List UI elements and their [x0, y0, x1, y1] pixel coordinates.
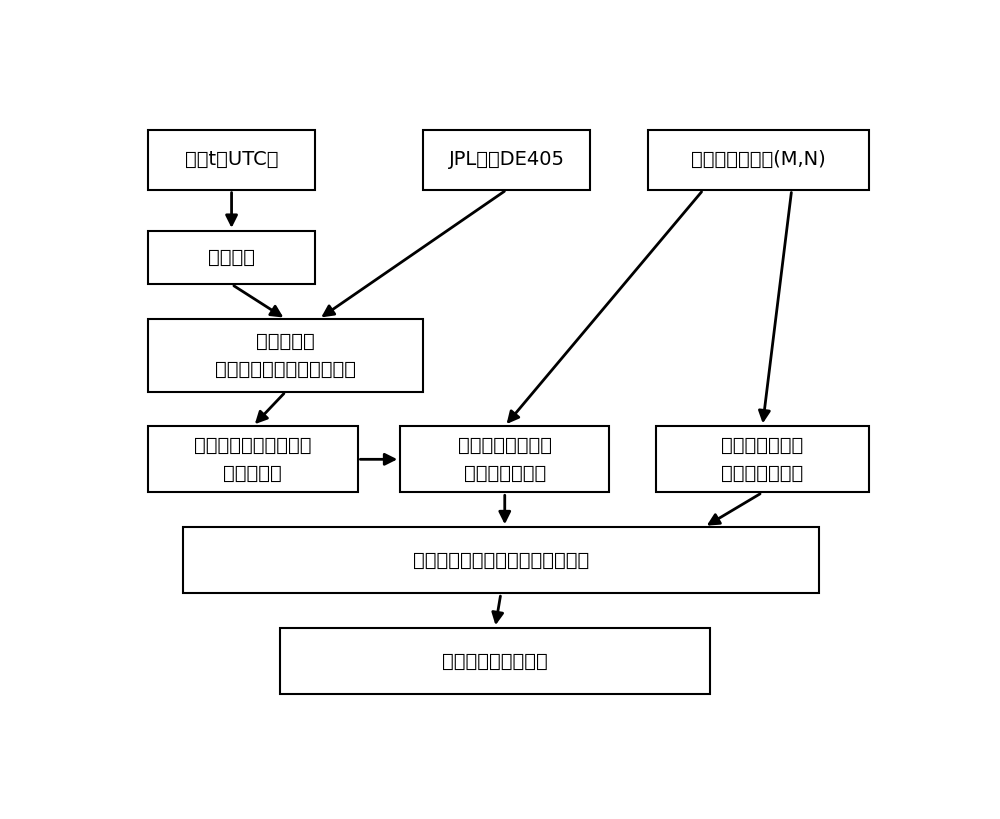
Bar: [148, 231, 315, 284]
Bar: [148, 426, 358, 492]
Bar: [656, 426, 869, 492]
Text: 太阳、月球在地平坐标系中的位置: 太阳、月球在地平坐标系中的位置: [413, 550, 589, 570]
Text: 时间t（UTC）: 时间t（UTC）: [185, 150, 278, 170]
Bar: [148, 319, 423, 391]
Bar: [148, 129, 315, 190]
Bar: [400, 426, 609, 492]
Text: 太阳和月球
在地心惯性坐标系下的位置: 太阳和月球 在地心惯性坐标系下的位置: [215, 332, 356, 378]
Bar: [183, 527, 819, 593]
Text: 以观测点为中心，
建立地平坐标系: 以观测点为中心， 建立地平坐标系: [458, 436, 552, 483]
Bar: [648, 129, 869, 190]
Text: 地心地固坐标系
下的观测点位置: 地心地固坐标系 下的观测点位置: [721, 436, 804, 483]
Text: JPL星历DE405: JPL星历DE405: [449, 150, 565, 170]
Text: 儒略时间: 儒略时间: [208, 248, 255, 267]
Text: 地心地固坐标下的太阳
和月球位置: 地心地固坐标下的太阳 和月球位置: [194, 436, 312, 483]
Bar: [423, 129, 590, 190]
Bar: [280, 628, 710, 695]
Text: 太阳、月球的高度角: 太阳、月球的高度角: [442, 652, 548, 671]
Text: 观测点的经纬度(M,N): 观测点的经纬度(M,N): [691, 150, 826, 170]
